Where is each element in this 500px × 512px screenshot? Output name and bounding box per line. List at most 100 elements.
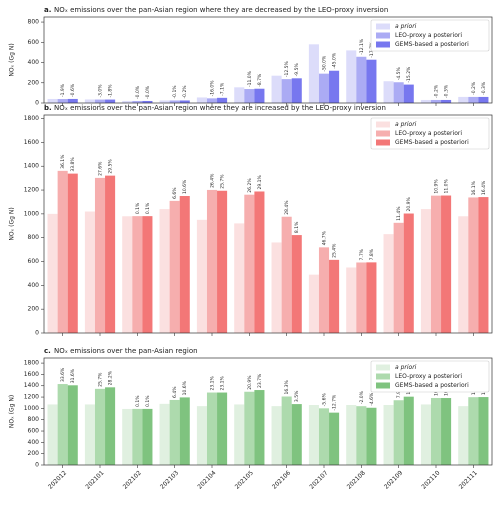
y-tick-label: 1200 (24, 394, 39, 401)
bar (142, 216, 153, 333)
change-label: 11.0% (444, 179, 450, 194)
plot-frame (43, 357, 493, 466)
bar (441, 195, 452, 333)
change-label: -9.5% (294, 63, 300, 77)
change-label: -0.3% (444, 84, 450, 98)
change-label: -0.1% (172, 85, 178, 99)
bar (57, 99, 68, 103)
change-label: 46.7% (322, 230, 328, 245)
change-label: 16.3% (284, 379, 290, 394)
change-label: -0.2% (434, 84, 440, 98)
legend-frame (370, 360, 490, 393)
change-label: -16.0% (210, 80, 216, 97)
bar (254, 88, 265, 103)
bar (468, 197, 479, 333)
bar (393, 222, 404, 333)
bar (430, 398, 442, 465)
bar (122, 100, 133, 103)
y-tick-label: 800 (28, 416, 40, 423)
bar (169, 200, 180, 333)
bar (468, 397, 479, 465)
change-label: -15.2% (406, 66, 412, 83)
change-label: 28.2% (108, 370, 114, 385)
x-tick-label: 202104 (196, 469, 217, 490)
change-label: 27.6% (98, 161, 104, 176)
bar (47, 98, 58, 103)
bar (244, 391, 255, 465)
change-label: -0.2% (471, 81, 477, 95)
bar (458, 216, 469, 333)
y-tick-label: 1800 (24, 360, 39, 367)
bar (356, 262, 367, 333)
bar (179, 196, 190, 333)
bar (94, 388, 106, 465)
change-label: 10.6% (182, 380, 188, 395)
bar (458, 406, 469, 465)
change-label: -1.8% (108, 84, 114, 98)
bar (478, 397, 489, 465)
bar (47, 213, 58, 333)
change-label: 36.1% (60, 154, 66, 169)
change-label: 26.2% (247, 178, 253, 193)
change-label: 31.6% (70, 368, 76, 383)
bar (271, 75, 282, 103)
bar (383, 81, 394, 103)
change-label: -5.6% (322, 393, 328, 407)
bar (94, 99, 106, 103)
legend-label: GEMS-based a posteriori (395, 382, 469, 389)
change-label: 29.5% (108, 159, 114, 174)
bar (356, 56, 367, 103)
bar (403, 213, 414, 333)
change-label: -4.5% (396, 66, 402, 80)
bar (67, 173, 78, 333)
bar (308, 44, 319, 103)
change-label: 7.7% (359, 248, 365, 260)
bar (383, 404, 394, 465)
bar (67, 385, 78, 465)
bar (196, 219, 207, 333)
x-tick-label: 202111 (458, 469, 479, 490)
bar (478, 197, 489, 333)
change-label: -11.0% (247, 70, 253, 87)
legend-label: a priori (395, 121, 417, 128)
bar (271, 242, 282, 333)
x-tick-label: 202102 (122, 469, 143, 490)
bar (132, 216, 143, 333)
bar (393, 82, 404, 103)
bar (308, 404, 319, 465)
change-label: -8.7% (257, 73, 263, 87)
y-tick-label: 800 (28, 234, 40, 241)
change-label: -12.5% (284, 60, 290, 77)
y-tick-label: 0 (35, 330, 39, 337)
bar (217, 392, 228, 465)
x-tick-label: 202012 (47, 469, 68, 490)
legend-swatch (376, 130, 390, 137)
legend-label: LEO-proxy a posteriori (395, 130, 462, 137)
bar (132, 100, 143, 103)
bar (244, 89, 255, 103)
bar (329, 259, 340, 333)
bar (291, 235, 302, 333)
bar (159, 209, 170, 333)
change-label: 20.9% (406, 196, 412, 211)
change-label: 10.6% (182, 179, 188, 194)
bar (217, 190, 228, 333)
change-label: -12.1% (359, 38, 365, 55)
bar (196, 97, 207, 103)
bar (420, 99, 431, 103)
legend-label: GEMS-based a posteriori (395, 41, 469, 48)
legend-swatch (376, 382, 390, 389)
change-label: -0.0% (135, 85, 141, 99)
change-label: -12.7% (332, 394, 338, 411)
bar (403, 84, 414, 103)
bar (179, 100, 190, 103)
y-tick-label: 400 (28, 439, 40, 446)
change-label: 23.1% (210, 376, 216, 391)
change-label: 3.5% (294, 390, 300, 402)
change-label: 25.7% (98, 372, 104, 387)
y-tick-label: 600 (28, 258, 40, 265)
y-axis-label: NOₓ (Gg N) (9, 43, 16, 76)
legend-frame (370, 117, 490, 150)
bar (291, 404, 302, 465)
bar (458, 96, 469, 103)
